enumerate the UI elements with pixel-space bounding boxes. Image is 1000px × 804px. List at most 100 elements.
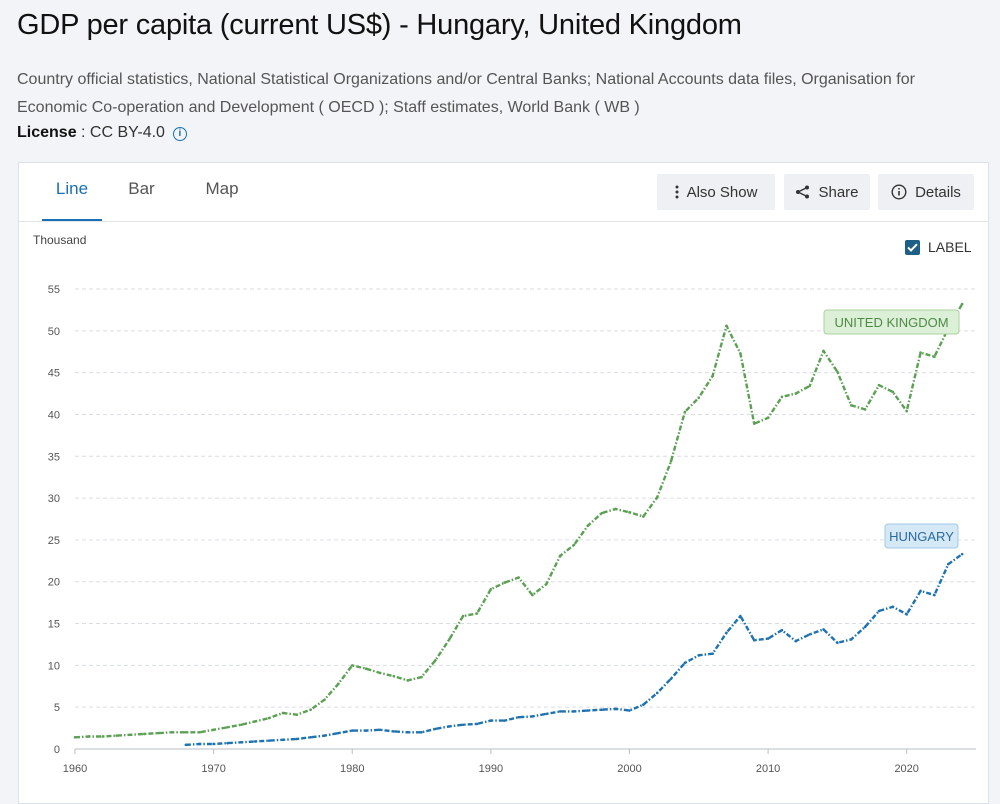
tab-bar-chart[interactable]: Bar	[128, 179, 155, 198]
data-point	[891, 390, 895, 394]
line-chart: 0 5 10 15 20 25 30 35 40 45 50 55 1960 1970 1980 1990 20…	[48, 284, 976, 775]
data-point	[905, 409, 908, 413]
data-point	[946, 562, 950, 566]
data-point	[836, 370, 839, 374]
data-point	[503, 581, 507, 584]
data-point	[323, 734, 326, 737]
data-point	[669, 677, 673, 681]
share-button[interactable]: Share	[784, 174, 870, 210]
x-tick-label: 1980	[340, 763, 364, 775]
data-point	[503, 719, 507, 722]
data-point	[780, 395, 784, 399]
data-point	[337, 731, 340, 735]
data-point	[392, 730, 396, 733]
data-point	[628, 709, 631, 712]
data-point	[863, 625, 867, 629]
data-point	[586, 709, 590, 712]
data-point	[87, 735, 91, 738]
y-tick-label: 50	[48, 326, 60, 338]
data-point	[531, 715, 534, 718]
tab-line[interactable]: Line	[42, 163, 102, 221]
data-point	[655, 495, 659, 499]
data-point	[489, 587, 493, 591]
data-point	[572, 543, 576, 547]
x-tick-label: 1960	[63, 763, 87, 775]
data-point	[461, 723, 465, 727]
data-point	[739, 614, 742, 618]
data-point	[253, 740, 257, 743]
also-show-button[interactable]: Also Show	[657, 174, 775, 210]
data-point	[558, 554, 562, 558]
series-label-hungary-box	[884, 523, 959, 549]
data-point	[697, 654, 701, 657]
series-line-uk	[74, 303, 964, 739]
data-point	[517, 576, 520, 579]
data-point	[752, 638, 756, 642]
data-point	[642, 515, 645, 518]
chart-card: Line Bar Map Also Show Share Details Tho…	[18, 162, 989, 804]
data-point	[337, 682, 340, 686]
label-toggle-text: LABEL	[928, 239, 972, 255]
data-point	[752, 422, 756, 425]
y-tick-label: 0	[54, 744, 60, 756]
label-checkbox[interactable]	[905, 239, 920, 255]
data-point	[240, 723, 243, 727]
data-point	[669, 459, 673, 463]
share-label: Share	[818, 183, 859, 201]
details-button[interactable]: Details	[878, 174, 974, 210]
data-point	[378, 671, 382, 675]
info-icon[interactable]: i	[172, 127, 187, 141]
tab-bar: Line Bar Map Also Show Share Details	[19, 163, 988, 222]
data-point	[808, 633, 811, 636]
data-point	[295, 737, 299, 741]
data-point	[877, 609, 881, 613]
data-point	[115, 734, 118, 737]
data-point	[822, 349, 825, 353]
tab-map[interactable]: Map	[205, 179, 239, 198]
data-point	[919, 589, 922, 593]
data-point	[683, 410, 687, 414]
details-label: Details	[915, 183, 961, 201]
data-point	[184, 743, 188, 747]
data-point	[267, 739, 271, 742]
data-point	[558, 710, 562, 713]
data-point	[281, 738, 285, 742]
series-line-hungary	[185, 553, 963, 746]
y-tick-label: 30	[48, 493, 60, 505]
label-toggle[interactable]: LABEL	[905, 239, 972, 255]
data-point	[905, 613, 908, 616]
data-point	[836, 641, 839, 645]
data-point	[156, 731, 160, 735]
data-point	[392, 674, 396, 678]
series-label-hungary: HUNGARY	[889, 529, 954, 544]
data-point	[725, 324, 728, 328]
y-tick-label: 35	[48, 451, 60, 463]
y-tick-label: 45	[48, 368, 60, 380]
y-tick-label: 5	[54, 702, 60, 714]
y-axis-unit: Thousand	[33, 233, 87, 247]
data-point	[600, 511, 604, 515]
data-point	[766, 416, 770, 420]
data-point	[766, 637, 770, 640]
data-point	[212, 742, 215, 746]
data-point	[960, 302, 964, 306]
data-point	[420, 675, 423, 679]
data-point	[808, 384, 811, 388]
data-point	[642, 703, 645, 706]
data-point	[517, 715, 520, 719]
data-point	[364, 667, 368, 671]
data-point	[891, 605, 895, 609]
data-point	[544, 582, 548, 586]
data-point	[794, 392, 798, 395]
data-point	[933, 593, 936, 597]
data-point	[447, 638, 451, 641]
data-point	[863, 408, 867, 411]
y-tick-label: 25	[48, 535, 60, 547]
data-point	[683, 661, 687, 665]
y-tick-label: 20	[48, 577, 60, 589]
info-circle-icon	[891, 184, 907, 200]
data-point	[240, 741, 243, 744]
data-point	[406, 730, 409, 734]
share-icon	[796, 185, 810, 199]
data-point	[697, 396, 701, 400]
